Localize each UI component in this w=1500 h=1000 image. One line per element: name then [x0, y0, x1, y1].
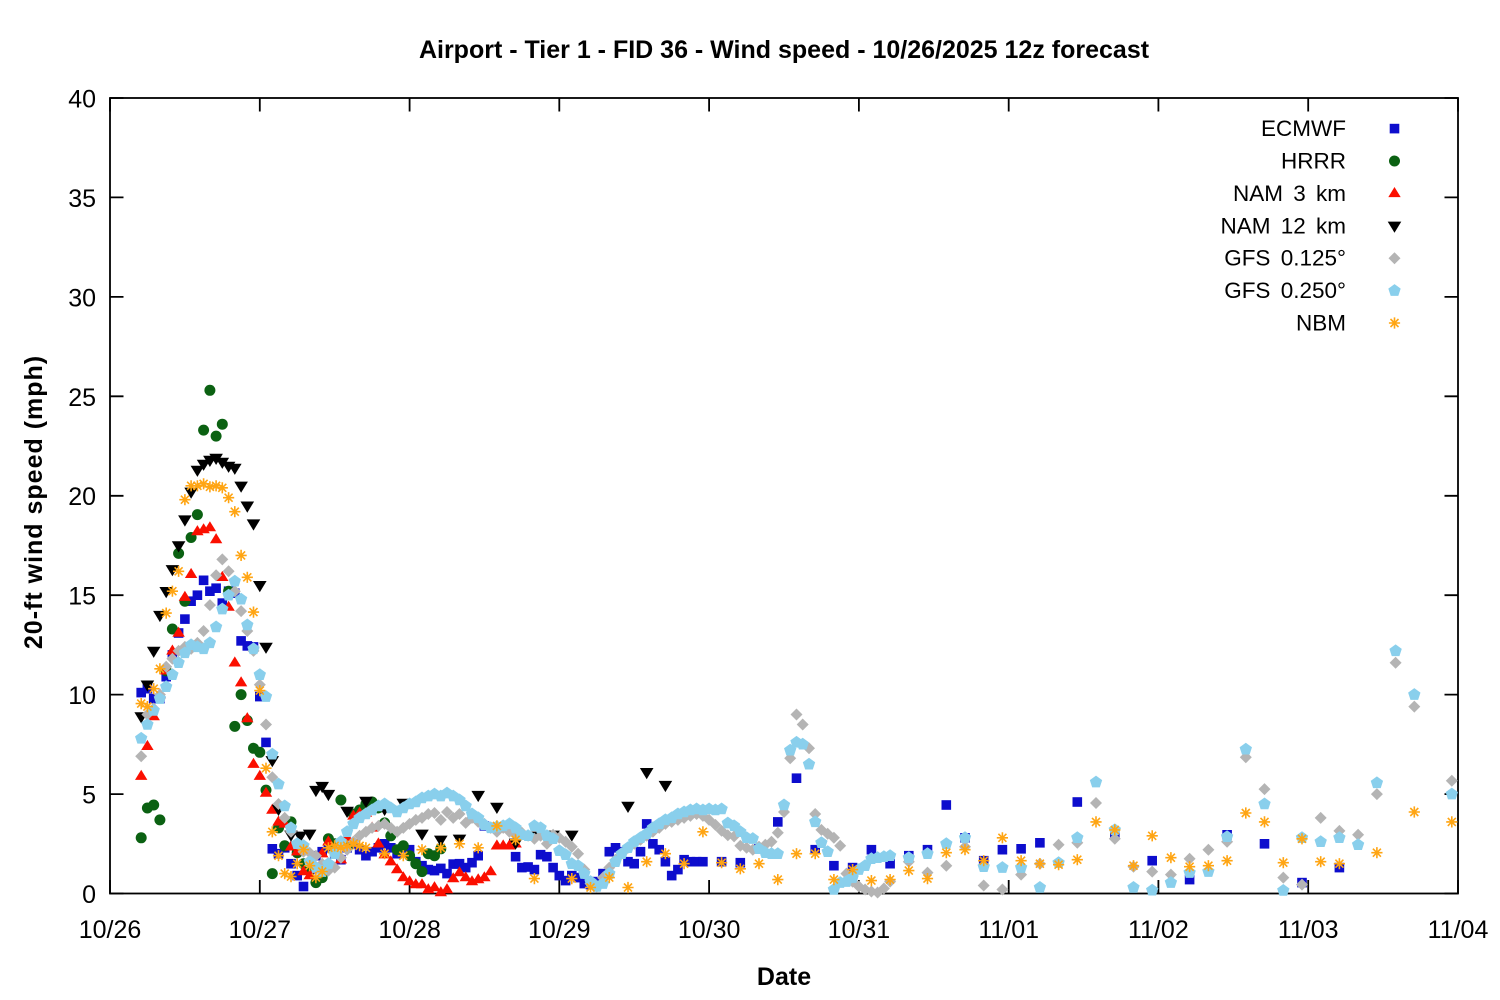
svg-text:20: 20: [68, 483, 96, 511]
svg-text:10/28: 10/28: [378, 916, 441, 944]
svg-text:10/30: 10/30: [678, 916, 741, 944]
svg-text:40: 40: [68, 86, 96, 114]
svg-text:30: 30: [68, 284, 96, 312]
svg-text:Airport - Tier 1 - FID 36 - Wi: Airport - Tier 1 - FID 36 - Wind speed -…: [419, 36, 1150, 64]
svg-text:11/01: 11/01: [978, 916, 1039, 944]
svg-text:ECMWF: ECMWF: [1261, 116, 1346, 141]
svg-text:NAM 12 km: NAM 12 km: [1220, 213, 1346, 238]
svg-text:10/27: 10/27: [229, 916, 292, 944]
svg-text:11/04: 11/04: [1428, 916, 1489, 944]
svg-text:NAM 3 km: NAM 3 km: [1233, 181, 1346, 206]
svg-text:11/03: 11/03: [1278, 916, 1339, 944]
svg-text:Date: Date: [757, 963, 811, 991]
svg-text:10/29: 10/29: [528, 916, 591, 944]
svg-text:GFS 0.125°: GFS 0.125°: [1224, 246, 1346, 271]
svg-text:11/02: 11/02: [1128, 916, 1189, 944]
svg-text:35: 35: [68, 185, 96, 213]
svg-text:10/31: 10/31: [828, 916, 891, 944]
svg-text:5: 5: [82, 782, 96, 810]
svg-text:NBM: NBM: [1296, 311, 1346, 336]
svg-text:25: 25: [68, 384, 96, 412]
svg-text:0: 0: [82, 881, 96, 909]
svg-text:10: 10: [68, 682, 96, 710]
svg-text:20-ft wind speed (mph): 20-ft wind speed (mph): [20, 355, 48, 649]
svg-text:10/26: 10/26: [79, 916, 142, 944]
svg-text:HRRR: HRRR: [1281, 149, 1346, 174]
svg-text:15: 15: [68, 583, 96, 611]
svg-text:GFS 0.250°: GFS 0.250°: [1224, 278, 1346, 303]
